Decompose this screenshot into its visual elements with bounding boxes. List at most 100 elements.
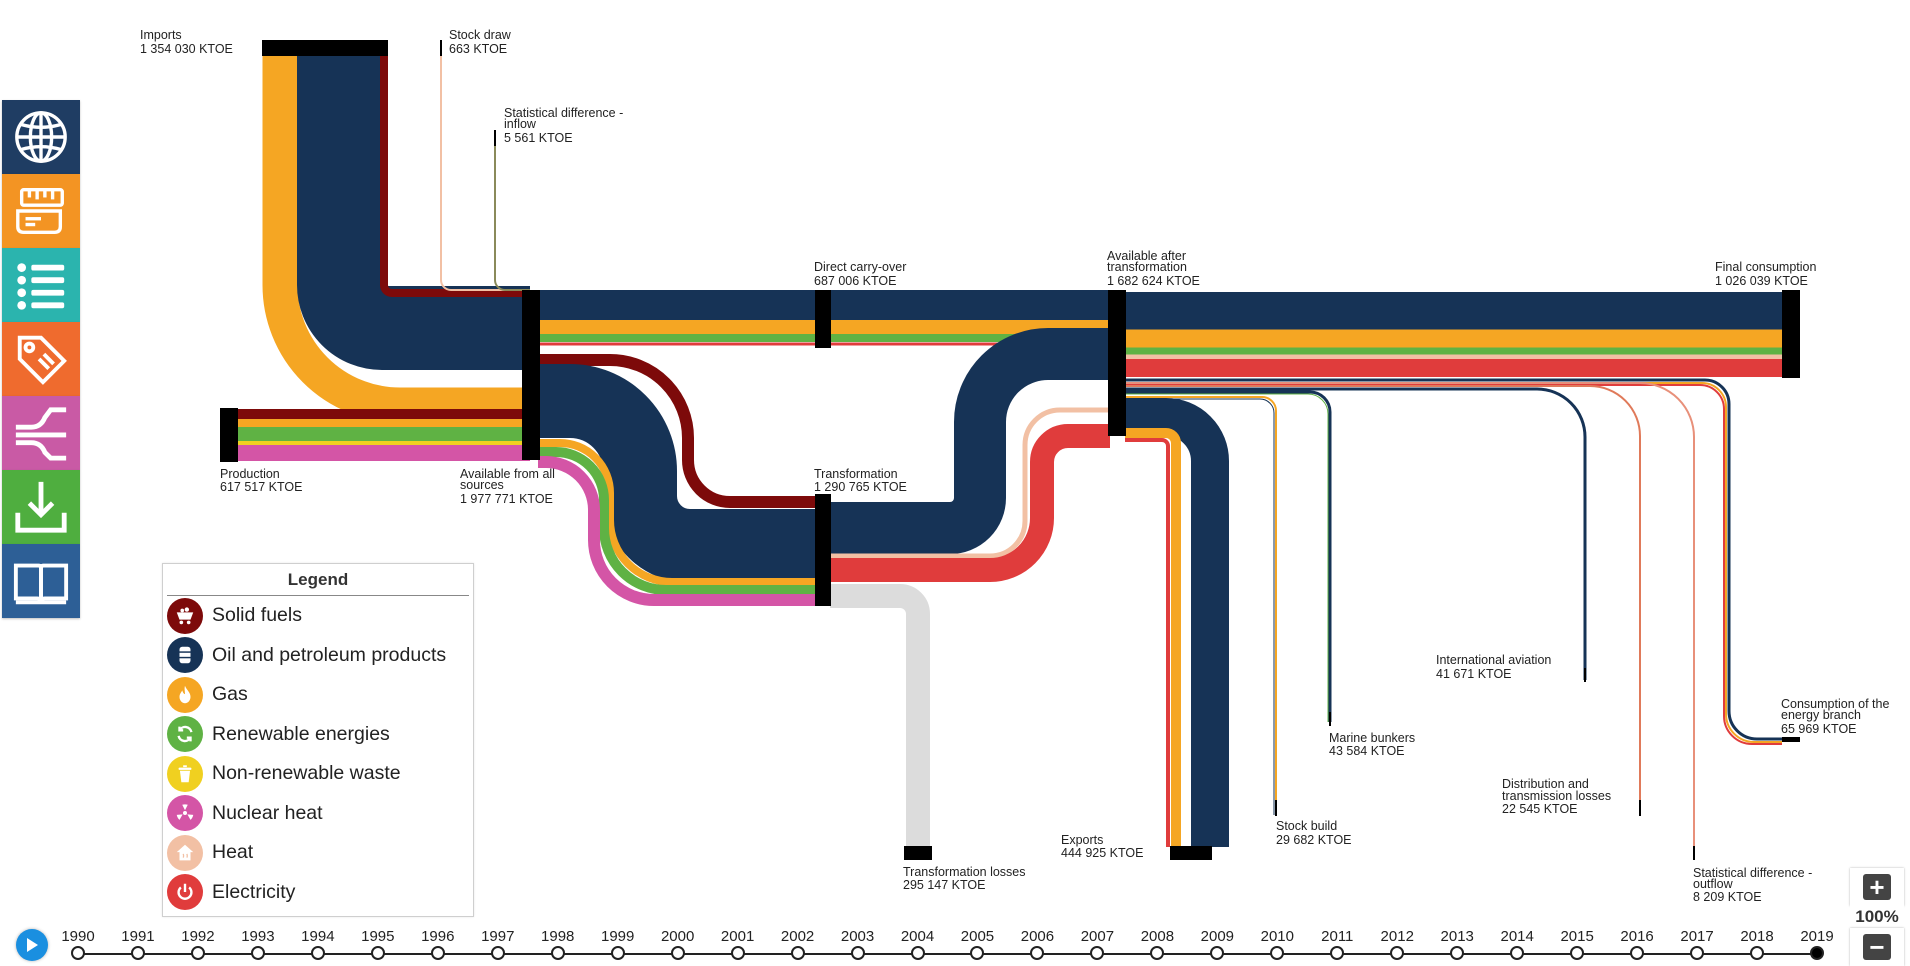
timeline-year-marker[interactable] — [1090, 946, 1105, 960]
timeline-year-label[interactable]: 2009 — [1200, 928, 1235, 945]
flow-imports-oil[interactable] — [297, 40, 530, 370]
flow-exports-oil[interactable] — [1125, 398, 1229, 847]
flow-stat-inflow[interactable] — [494, 130, 530, 291]
legend-item-renewable[interactable]: Renewable energies — [163, 715, 473, 755]
timeline-year-marker[interactable] — [670, 946, 685, 960]
timeline-year-marker[interactable] — [1810, 946, 1824, 960]
play-button[interactable] — [16, 929, 48, 961]
timeline-year-label[interactable]: 2013 — [1440, 928, 1474, 945]
flow-after-elec[interactable] — [830, 424, 1110, 582]
timeline-year-label[interactable]: 2004 — [900, 928, 935, 945]
legend-item-electricity[interactable]: Electricity — [163, 873, 473, 913]
node-final-consumption[interactable] — [1782, 290, 1800, 378]
flow-energy-branch[interactable] — [1125, 378, 1782, 741]
flow-transform-gas[interactable] — [538, 439, 818, 586]
flow-stock-build-oil[interactable] — [1125, 398, 1275, 815]
timeline-year-label[interactable]: 1990 — [61, 928, 95, 945]
flow-stock-build[interactable] — [1125, 396, 1277, 815]
timeline-year-label[interactable]: 1992 — [181, 928, 215, 945]
node-stock-draw[interactable] — [440, 40, 442, 56]
timeline-year-marker[interactable] — [71, 946, 85, 960]
timeline-year-label[interactable]: 2018 — [1740, 928, 1774, 945]
node-energy-branch[interactable] — [1782, 737, 1800, 742]
flow-distribution-losses[interactable] — [1125, 385, 1641, 815]
timeline-year-label[interactable]: 1995 — [361, 928, 395, 945]
timeline-year-marker[interactable] — [1210, 946, 1225, 960]
book-button[interactable] — [2, 544, 80, 618]
node-available-all[interactable] — [522, 290, 540, 460]
node-distribution-losses[interactable] — [1639, 800, 1641, 816]
flow-energy-branch-elec[interactable] — [1125, 384, 1782, 745]
timeline-year-label[interactable]: 1996 — [421, 928, 455, 945]
timeline-year-label[interactable]: 2014 — [1500, 928, 1534, 945]
timeline-year-marker[interactable] — [970, 946, 985, 960]
node-production[interactable] — [220, 408, 238, 462]
timeline-year-marker[interactable] — [1390, 946, 1405, 960]
timeline-year-marker[interactable] — [850, 946, 865, 960]
flow-transform-renew[interactable] — [538, 447, 818, 595]
zoom-in-button[interactable]: + — [1850, 868, 1904, 906]
timeline-year-label[interactable]: 2010 — [1260, 928, 1294, 945]
node-intl-aviation[interactable] — [1584, 668, 1586, 682]
timeline-year-marker[interactable] — [1330, 946, 1345, 960]
timeline-year-marker[interactable] — [910, 946, 925, 960]
flow-transform-nuclear[interactable] — [538, 456, 818, 606]
timeline-year-marker[interactable] — [190, 946, 205, 960]
timeline-year-marker[interactable] — [1270, 946, 1285, 960]
timeline-year-marker[interactable] — [1630, 946, 1645, 960]
flow-energy-branch-gas[interactable] — [1125, 382, 1782, 743]
timeline-year-label[interactable]: 2001 — [720, 928, 755, 945]
flow-transform-solid[interactable] — [538, 354, 818, 508]
timeline-year-label[interactable]: 2019 — [1800, 928, 1834, 945]
node-transformation-losses[interactable] — [904, 846, 932, 860]
timeline-year-marker[interactable] — [550, 946, 565, 960]
node-direct-carry[interactable] — [815, 290, 831, 348]
timeline-year-label[interactable]: 1994 — [301, 928, 335, 945]
ruler-button[interactable] — [2, 174, 80, 248]
flow-split-button[interactable] — [2, 396, 80, 470]
timeline-year-label[interactable]: 1991 — [121, 928, 155, 945]
timeline-year-marker[interactable] — [310, 946, 325, 960]
flow-exports-gas[interactable] — [1125, 428, 1181, 847]
timeline-year-marker[interactable] — [1030, 946, 1045, 960]
node-stat-inflow[interactable] — [494, 130, 496, 146]
flow-transform-oil[interactable] — [538, 364, 818, 583]
timeline-year-marker[interactable] — [370, 946, 385, 960]
legend-item-oil[interactable]: Oil and petroleum products — [163, 636, 473, 676]
timeline-year-label[interactable]: 2017 — [1680, 928, 1714, 945]
node-stat-outflow[interactable] — [1693, 846, 1695, 860]
timeline-year-label[interactable]: 1997 — [481, 928, 515, 945]
tag-button[interactable] — [2, 322, 80, 396]
timeline-year-marker[interactable] — [490, 946, 505, 960]
flow-after-heat[interactable] — [830, 407, 1110, 559]
node-exports[interactable] — [1170, 846, 1212, 860]
flow-after-oil[interactable] — [830, 328, 1110, 554]
zoom-out-button[interactable]: − — [1850, 928, 1904, 966]
flow-stock-draw[interactable] — [440, 40, 530, 291]
flow-stat-outflow[interactable] — [1125, 382, 1695, 860]
timeline-year-marker[interactable] — [1570, 946, 1585, 960]
timeline-year-marker[interactable] — [130, 946, 145, 960]
flow-marine-bunkers-renew[interactable] — [1125, 393, 1329, 722]
timeline-year-label[interactable]: 2016 — [1620, 928, 1654, 945]
legend-item-gas[interactable]: Gas — [163, 675, 473, 715]
timeline-year-marker[interactable] — [790, 946, 805, 960]
timeline-year-marker[interactable] — [1150, 946, 1165, 960]
timeline-year-marker[interactable] — [430, 946, 445, 960]
timeline-year-label[interactable]: 2011 — [1321, 928, 1354, 945]
legend-item-solid-fuels[interactable]: Solid fuels — [163, 596, 473, 636]
legend-item-heat[interactable]: Heat — [163, 833, 473, 873]
timeline-year-label[interactable]: 2000 — [660, 928, 695, 945]
timeline-year-marker[interactable] — [610, 946, 625, 960]
node-marine-bunkers[interactable] — [1329, 712, 1331, 726]
timeline-year-label[interactable]: 2008 — [1140, 928, 1175, 945]
globe-button[interactable] — [2, 100, 80, 174]
node-available-after[interactable] — [1108, 290, 1126, 436]
timeline-year-label[interactable]: 1999 — [601, 928, 635, 945]
timeline-year-marker[interactable] — [250, 946, 265, 960]
list-button[interactable] — [2, 248, 80, 322]
node-transformation[interactable] — [815, 494, 831, 606]
timeline-year-label[interactable]: 2002 — [780, 928, 815, 945]
flow-imports-gas[interactable] — [262, 40, 530, 423]
timeline-year-marker[interactable] — [1450, 946, 1465, 960]
